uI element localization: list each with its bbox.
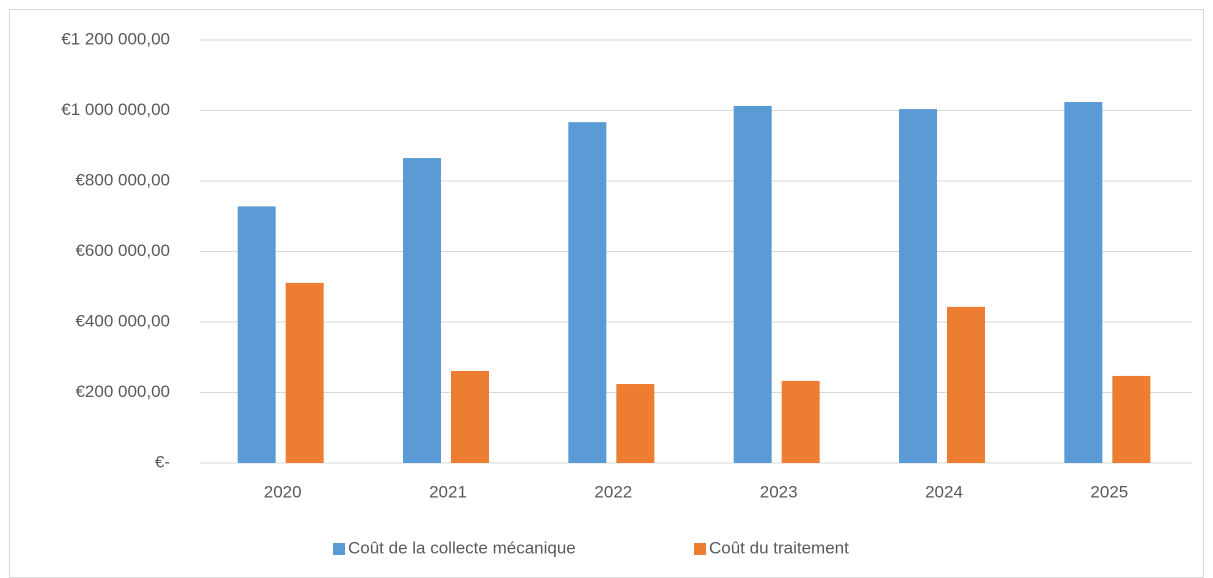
bar: [899, 109, 937, 463]
x-tick-label: 2022: [594, 482, 632, 501]
y-tick-label: €600 000,00: [75, 241, 170, 260]
bar: [616, 384, 655, 463]
legend-label: Coût de la collecte mécanique: [348, 538, 576, 557]
y-tick-label: €-: [155, 452, 170, 471]
y-tick-label: €1 200 000,00: [61, 29, 170, 48]
legend-swatch: [333, 543, 345, 555]
legend-label: Coût du traitement: [709, 538, 849, 557]
y-tick-label: €1 000 000,00: [61, 100, 170, 119]
bar: [781, 380, 820, 463]
x-tick-label: 2023: [760, 482, 798, 501]
bar: [568, 122, 607, 463]
legend-swatch: [694, 543, 706, 555]
y-tick-label: €800 000,00: [75, 170, 170, 189]
bar: [1064, 102, 1103, 463]
x-tick-label: 2024: [925, 482, 963, 501]
bar: [947, 306, 985, 463]
chart-border: [9, 9, 1204, 578]
bar: [451, 370, 489, 463]
bar: [237, 206, 276, 463]
bar: [285, 282, 324, 463]
x-tick-label: 2025: [1090, 482, 1128, 501]
x-tick-label: 2020: [264, 482, 302, 501]
y-tick-label: €400 000,00: [75, 311, 170, 330]
bar: [403, 158, 441, 463]
bar: [1112, 375, 1151, 463]
x-tick-label: 2021: [429, 482, 467, 501]
y-tick-label: €200 000,00: [75, 382, 170, 401]
bar: [733, 105, 772, 463]
